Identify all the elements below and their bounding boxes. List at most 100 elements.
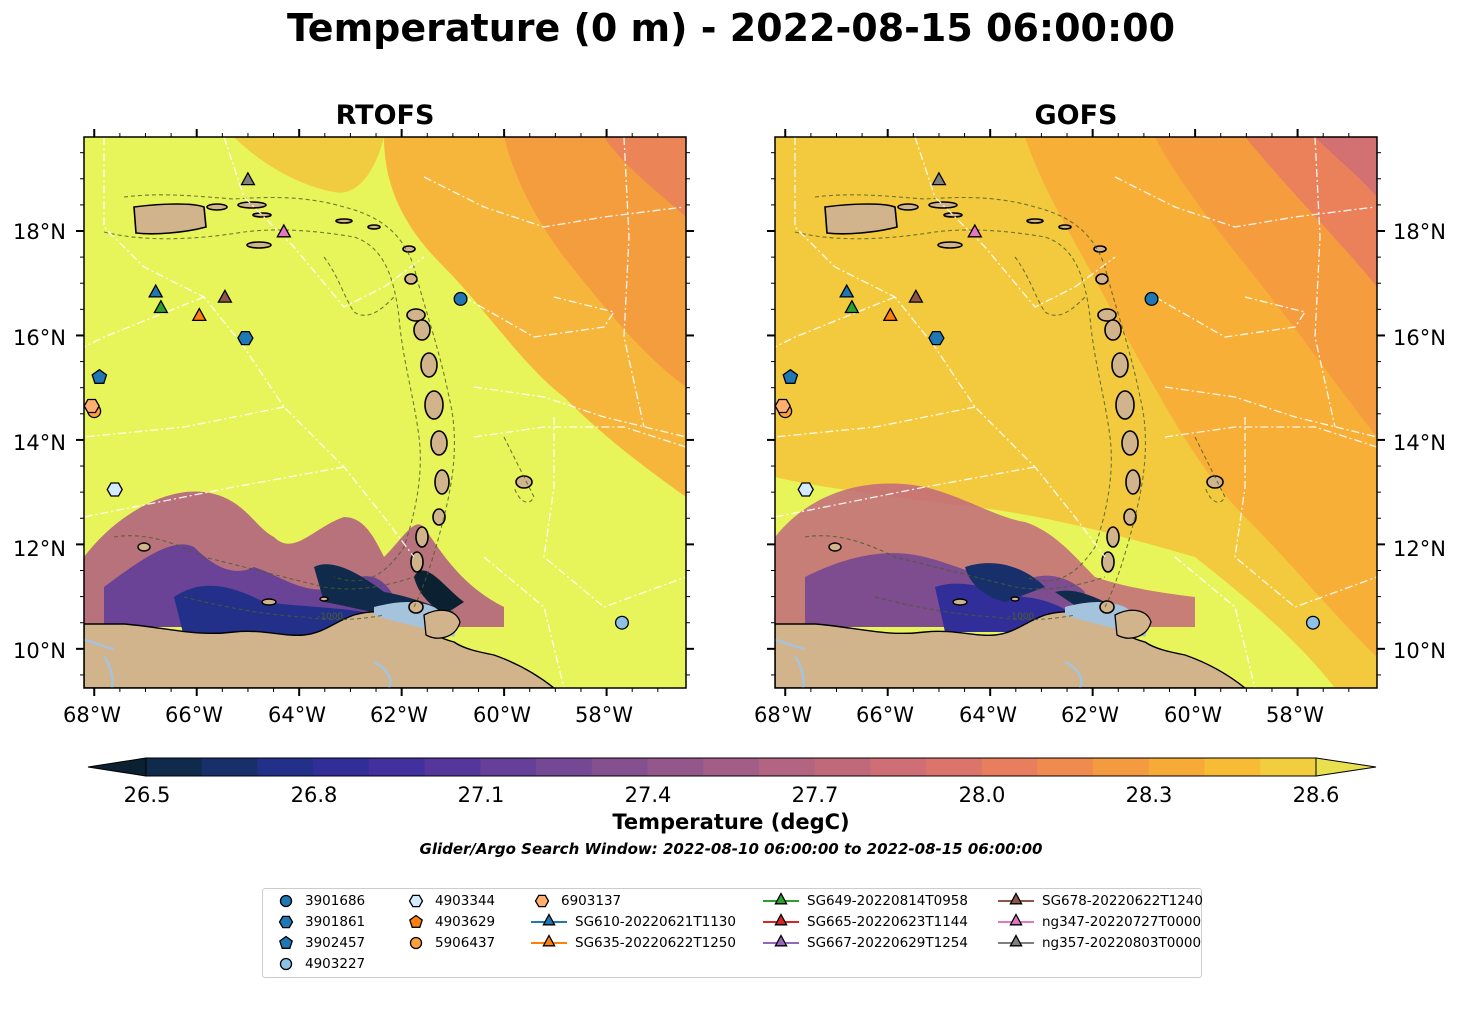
colorbar-tick-label: 28.0 xyxy=(958,783,1006,807)
warm-region xyxy=(504,137,686,387)
legend-marker xyxy=(774,913,788,926)
legend-pentagon-icon xyxy=(409,914,423,928)
marker-SG610-20220621T1130 xyxy=(839,283,855,298)
cool-upwelling xyxy=(84,491,504,637)
legend-item: SG610-20220621T1130 xyxy=(531,912,736,932)
legend-label: 3902457 xyxy=(305,935,366,951)
island xyxy=(1123,508,1137,526)
colorbar-frame xyxy=(145,757,1317,777)
lat-label: 14°N xyxy=(13,431,66,455)
figure-title: Temperature (0 m) - 2022-08-15 06:00:00 xyxy=(286,6,1176,50)
marker-4903344 xyxy=(797,482,814,497)
legend-marker xyxy=(774,892,788,905)
colorbar-segment xyxy=(201,758,259,776)
marker-3901686 xyxy=(453,291,468,306)
legend-item: SG649-20220814T0958 xyxy=(763,891,968,911)
lon-label: 62°W xyxy=(370,703,428,727)
island xyxy=(1099,600,1115,614)
legend-triangle-icon xyxy=(998,892,1034,905)
legend-triangle-icon xyxy=(531,913,567,926)
legend-item: SG667-20220629T1254 xyxy=(763,933,968,953)
lon-label: 64°W xyxy=(268,703,326,727)
lat-label: 10°N xyxy=(13,639,66,663)
marker-ng357-20220803T0000 xyxy=(931,171,947,186)
lat-label: 18°N xyxy=(1393,220,1446,244)
legend-marker xyxy=(1009,913,1023,926)
colorbar-segment xyxy=(814,758,871,776)
island xyxy=(430,430,448,456)
legend-item: 4903227 xyxy=(275,954,365,974)
colorbar-tick-label: 28.3 xyxy=(1125,783,1173,807)
legend-item: SG665-20220623T1144 xyxy=(763,912,968,932)
colorbar-extend-max xyxy=(1315,757,1377,777)
legend-pentagon-icon xyxy=(279,935,293,949)
legend-label: SG667-20220629T1254 xyxy=(807,935,968,951)
island xyxy=(828,542,842,552)
legend-label: 4903344 xyxy=(435,893,496,909)
legend-triangle-icon xyxy=(763,934,799,947)
lon-label: 58°W xyxy=(1266,703,1324,727)
warm-region xyxy=(1315,137,1377,197)
marker-ng347-20220727T0000 xyxy=(967,223,983,238)
island xyxy=(928,201,958,209)
colorbar-segment xyxy=(981,758,1039,776)
colorbar-tick-label: 27.1 xyxy=(457,783,505,807)
colorbar-segment xyxy=(536,758,593,776)
legend-hexagon-icon xyxy=(534,894,550,908)
legend-label: SG665-20220623T1144 xyxy=(807,914,968,930)
legend-label: SG649-20220814T0958 xyxy=(807,893,968,909)
marker-3901861 xyxy=(928,330,945,346)
marker-ng357-20220803T0000 xyxy=(240,171,256,186)
lon-label: 66°W xyxy=(165,703,223,727)
legend-marker xyxy=(542,934,556,947)
island xyxy=(261,598,277,606)
island xyxy=(252,212,272,218)
island xyxy=(137,542,151,552)
colorbar-segment xyxy=(368,758,426,776)
trinidad-island xyxy=(423,609,461,639)
marker-3901686 xyxy=(1144,291,1159,306)
legend-label: SG678-20220622T1240 xyxy=(1042,893,1203,909)
marker-3901861 xyxy=(237,330,254,346)
legend-circle-icon xyxy=(409,936,423,950)
legend-label: 4903629 xyxy=(435,914,496,930)
island xyxy=(1125,469,1141,495)
river xyxy=(775,638,1083,688)
legend-label: 3901686 xyxy=(305,893,366,909)
legend-item: 5906437 xyxy=(405,933,495,953)
legend-item: 6903137 xyxy=(531,891,621,911)
legend-item: ng347-20220727T0000 xyxy=(998,912,1201,932)
lon-label: 60°W xyxy=(1164,703,1222,727)
lon-label: 62°W xyxy=(1061,703,1119,727)
legend-triangle-icon xyxy=(763,913,799,926)
colorbar-segment xyxy=(591,758,649,776)
lon-label: 60°W xyxy=(473,703,531,727)
colorbar-tick-label: 28.6 xyxy=(1292,783,1340,807)
legend-marker xyxy=(1009,934,1023,947)
island xyxy=(1115,390,1135,420)
legend-marker xyxy=(409,914,423,928)
marker-4903344 xyxy=(106,482,123,497)
legend-label: SG635-20220622T1250 xyxy=(575,935,736,951)
colorbar-tick-label: 27.4 xyxy=(624,783,672,807)
lat-label: 12°N xyxy=(1393,537,1446,561)
island xyxy=(434,469,450,495)
contour-label: -1000 xyxy=(317,612,343,622)
colorbar-segment xyxy=(146,758,203,776)
colorbar-tick-label: 26.5 xyxy=(123,783,171,807)
colorbar-extend-min xyxy=(87,757,147,777)
colorbar-segment xyxy=(703,758,760,776)
trinidad-island xyxy=(1114,609,1152,639)
colorbar-segment xyxy=(1148,758,1206,776)
marker-SG635-20220622T1250 xyxy=(882,307,898,322)
colorbar-tick-label: 26.8 xyxy=(290,783,338,807)
legend-marker xyxy=(279,894,293,908)
island xyxy=(246,241,272,249)
colorbar-segment xyxy=(1037,758,1094,776)
axis-ticks xyxy=(767,129,1385,696)
legend: 3901686 3901861 3902457 4903227 4903344 49036… xyxy=(262,888,1203,978)
island xyxy=(1121,430,1139,456)
island xyxy=(943,212,963,218)
panel-title-rtofs: RTOFS xyxy=(335,100,435,131)
legend-triangle-icon xyxy=(998,913,1034,926)
